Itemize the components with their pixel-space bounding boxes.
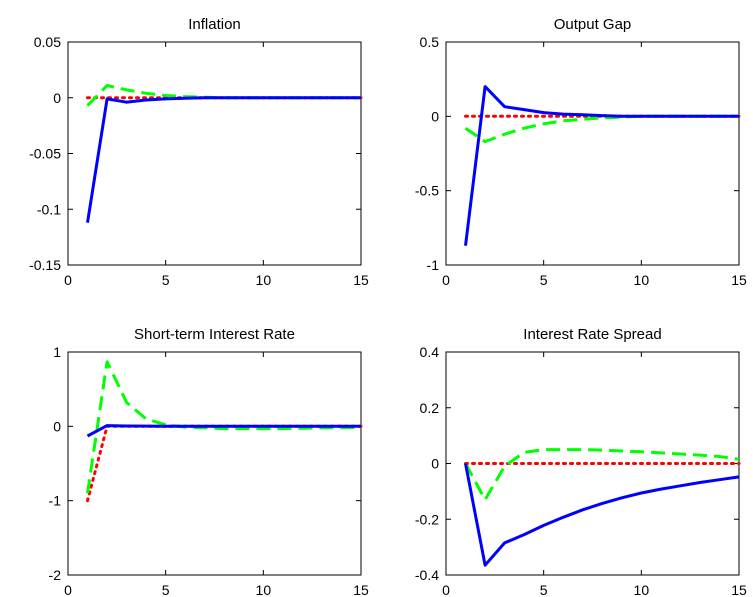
y-tick-label: -0.4 (415, 567, 439, 583)
y-tick-label: -1 (427, 257, 440, 273)
plot-area (445, 41, 740, 266)
x-tick-label: 5 (540, 272, 548, 288)
chart-title: Short-term Interest Rate (134, 326, 295, 343)
y-tick-label: -0.1 (37, 201, 61, 217)
x-tick-label: 0 (64, 582, 72, 597)
y-tick-label: -0.5 (415, 183, 439, 199)
y-tick-label: 0.05 (34, 34, 61, 50)
y-tick-label: 0.2 (420, 400, 440, 416)
y-tick-label: -0.2 (415, 511, 439, 527)
series-solid-line (86, 96, 361, 223)
series-dashed-line (464, 448, 740, 502)
panel-interest-rate-spread: Interest Rate Spread 0 5 10 15 -0.4 -0.2 0 0.2 0.… (415, 326, 747, 597)
panel-output-gap: Output Gap 0 5 10 15 -1 -0.5 0 0.5 (415, 16, 747, 288)
y-tick-label: -0.05 (29, 146, 61, 162)
x-tick-label: 0 (64, 272, 72, 288)
y-tick-label: 0 (53, 418, 61, 434)
x-tick-label: 10 (634, 582, 650, 597)
y-tick-label: 0 (53, 90, 61, 106)
y-tick-label: -0.15 (29, 257, 61, 273)
y-tick-label: 0.5 (420, 34, 440, 50)
y-tick-label: 0.4 (420, 344, 440, 360)
panel-short-term-interest-rate: Short-term Interest Rate 0 5 10 15 -2 -1 0 1 (49, 326, 369, 597)
series-solid-line (464, 463, 740, 567)
x-tick-label: 10 (256, 272, 272, 288)
y-tick-label: -2 (49, 567, 62, 583)
panel-inflation: Inflation 0 5 10 15 -0.15 -0.1 -0.05 0 0.05 (29, 16, 369, 288)
x-tick-label: 10 (634, 272, 650, 288)
x-tick-label: 15 (353, 582, 369, 597)
chart-title: Inflation (188, 16, 241, 33)
x-tick-label: 5 (162, 582, 170, 597)
x-tick-label: 5 (162, 272, 170, 288)
chart-title: Output Gap (554, 16, 632, 33)
chart-title: Interest Rate Spread (523, 326, 661, 343)
x-tick-label: 15 (353, 272, 369, 288)
y-tick-label: 1 (53, 344, 61, 360)
plot-area (67, 351, 362, 576)
series-solid-line (464, 85, 739, 246)
x-tick-label: 0 (442, 272, 450, 288)
x-tick-label: 15 (731, 272, 747, 288)
x-tick-label: 0 (442, 582, 450, 597)
y-tick-label: 0 (431, 108, 439, 124)
y-tick-label: -1 (49, 493, 62, 509)
x-tick-label: 15 (731, 582, 747, 597)
x-tick-label: 10 (256, 582, 272, 597)
plot-area (67, 41, 362, 266)
x-tick-label: 5 (540, 582, 548, 597)
series-solid-line (86, 424, 361, 438)
series-dashed-line (86, 360, 362, 494)
y-tick-label: 0 (431, 456, 439, 472)
